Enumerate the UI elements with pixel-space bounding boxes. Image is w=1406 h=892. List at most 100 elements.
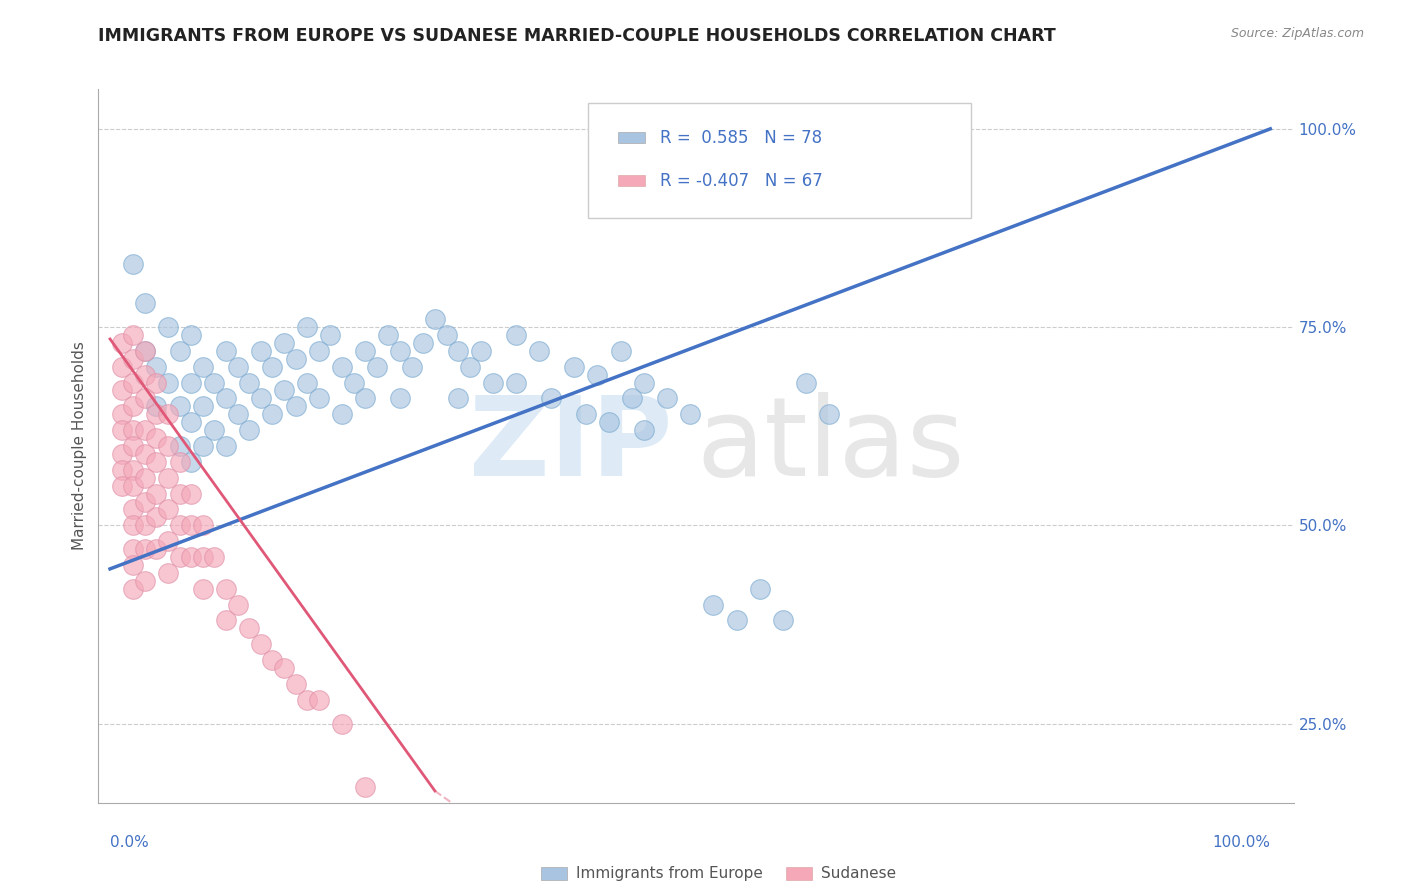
- Point: [111, 359, 134, 374]
- Text: R =  0.585   N = 78: R = 0.585 N = 78: [661, 128, 823, 146]
- Point: [122, 478, 145, 492]
- Point: [262, 407, 284, 421]
- Point: [169, 400, 191, 414]
- Point: [725, 614, 748, 628]
- Point: [540, 392, 562, 406]
- Point: [621, 392, 644, 406]
- Point: [343, 376, 366, 390]
- Point: [122, 423, 145, 437]
- Point: [191, 549, 214, 564]
- Point: [111, 447, 134, 461]
- Point: [226, 598, 249, 612]
- Point: [111, 335, 134, 350]
- Point: [122, 463, 145, 477]
- Point: [134, 343, 156, 358]
- Point: [169, 486, 191, 500]
- FancyBboxPatch shape: [541, 867, 567, 880]
- Point: [297, 320, 319, 334]
- Point: [366, 359, 388, 374]
- Point: [308, 392, 330, 406]
- Point: [297, 376, 319, 390]
- Point: [134, 296, 156, 310]
- Point: [134, 518, 156, 533]
- Point: [354, 780, 377, 794]
- Point: [529, 343, 551, 358]
- Point: [436, 328, 458, 343]
- Point: [308, 692, 330, 706]
- Text: R = -0.407   N = 67: R = -0.407 N = 67: [661, 171, 823, 189]
- Point: [238, 423, 260, 437]
- Point: [122, 257, 145, 271]
- Point: [169, 439, 191, 453]
- Point: [702, 598, 724, 612]
- Point: [134, 423, 156, 437]
- Point: [122, 558, 145, 572]
- Point: [470, 343, 492, 358]
- Point: [157, 407, 180, 421]
- FancyBboxPatch shape: [619, 175, 645, 186]
- Point: [111, 423, 134, 437]
- Point: [134, 368, 156, 382]
- Point: [633, 376, 655, 390]
- Point: [319, 328, 342, 343]
- FancyBboxPatch shape: [589, 103, 972, 218]
- Point: [204, 376, 226, 390]
- Y-axis label: Married-couple Households: Married-couple Households: [72, 342, 87, 550]
- Point: [262, 653, 284, 667]
- Point: [226, 407, 249, 421]
- Point: [157, 439, 180, 453]
- Point: [191, 359, 214, 374]
- Text: Immigrants from Europe: Immigrants from Europe: [576, 866, 763, 881]
- Point: [655, 392, 678, 406]
- Point: [157, 534, 180, 549]
- Point: [169, 343, 191, 358]
- Point: [134, 447, 156, 461]
- Point: [250, 343, 273, 358]
- Point: [111, 463, 134, 477]
- Point: [853, 186, 876, 200]
- Point: [794, 376, 817, 390]
- Point: [273, 384, 295, 398]
- Point: [215, 614, 238, 628]
- Point: [180, 328, 202, 343]
- Point: [562, 359, 585, 374]
- Point: [238, 621, 260, 635]
- Point: [157, 376, 180, 390]
- Text: Source: ZipAtlas.com: Source: ZipAtlas.com: [1230, 27, 1364, 40]
- Point: [598, 415, 620, 429]
- Point: [679, 407, 702, 421]
- Point: [204, 549, 226, 564]
- Point: [122, 351, 145, 366]
- Point: [423, 312, 446, 326]
- Point: [226, 359, 249, 374]
- Point: [134, 392, 156, 406]
- Point: [169, 549, 191, 564]
- Point: [111, 407, 134, 421]
- Point: [389, 392, 412, 406]
- Point: [157, 471, 180, 485]
- Point: [180, 415, 202, 429]
- Point: [122, 502, 145, 516]
- Point: [262, 359, 284, 374]
- Point: [330, 716, 353, 731]
- Point: [215, 439, 238, 453]
- Text: 0.0%: 0.0%: [110, 835, 149, 849]
- Point: [308, 343, 330, 358]
- Point: [412, 335, 434, 350]
- Point: [215, 582, 238, 596]
- Point: [157, 320, 180, 334]
- Point: [180, 518, 202, 533]
- Point: [134, 343, 156, 358]
- Point: [354, 392, 377, 406]
- Point: [447, 392, 470, 406]
- Text: 100.0%: 100.0%: [1212, 835, 1270, 849]
- Point: [134, 494, 156, 508]
- Text: atlas: atlas: [696, 392, 965, 500]
- Point: [330, 407, 353, 421]
- FancyBboxPatch shape: [786, 867, 811, 880]
- Point: [134, 471, 156, 485]
- Point: [122, 542, 145, 557]
- Point: [111, 384, 134, 398]
- Point: [145, 400, 167, 414]
- Point: [633, 423, 655, 437]
